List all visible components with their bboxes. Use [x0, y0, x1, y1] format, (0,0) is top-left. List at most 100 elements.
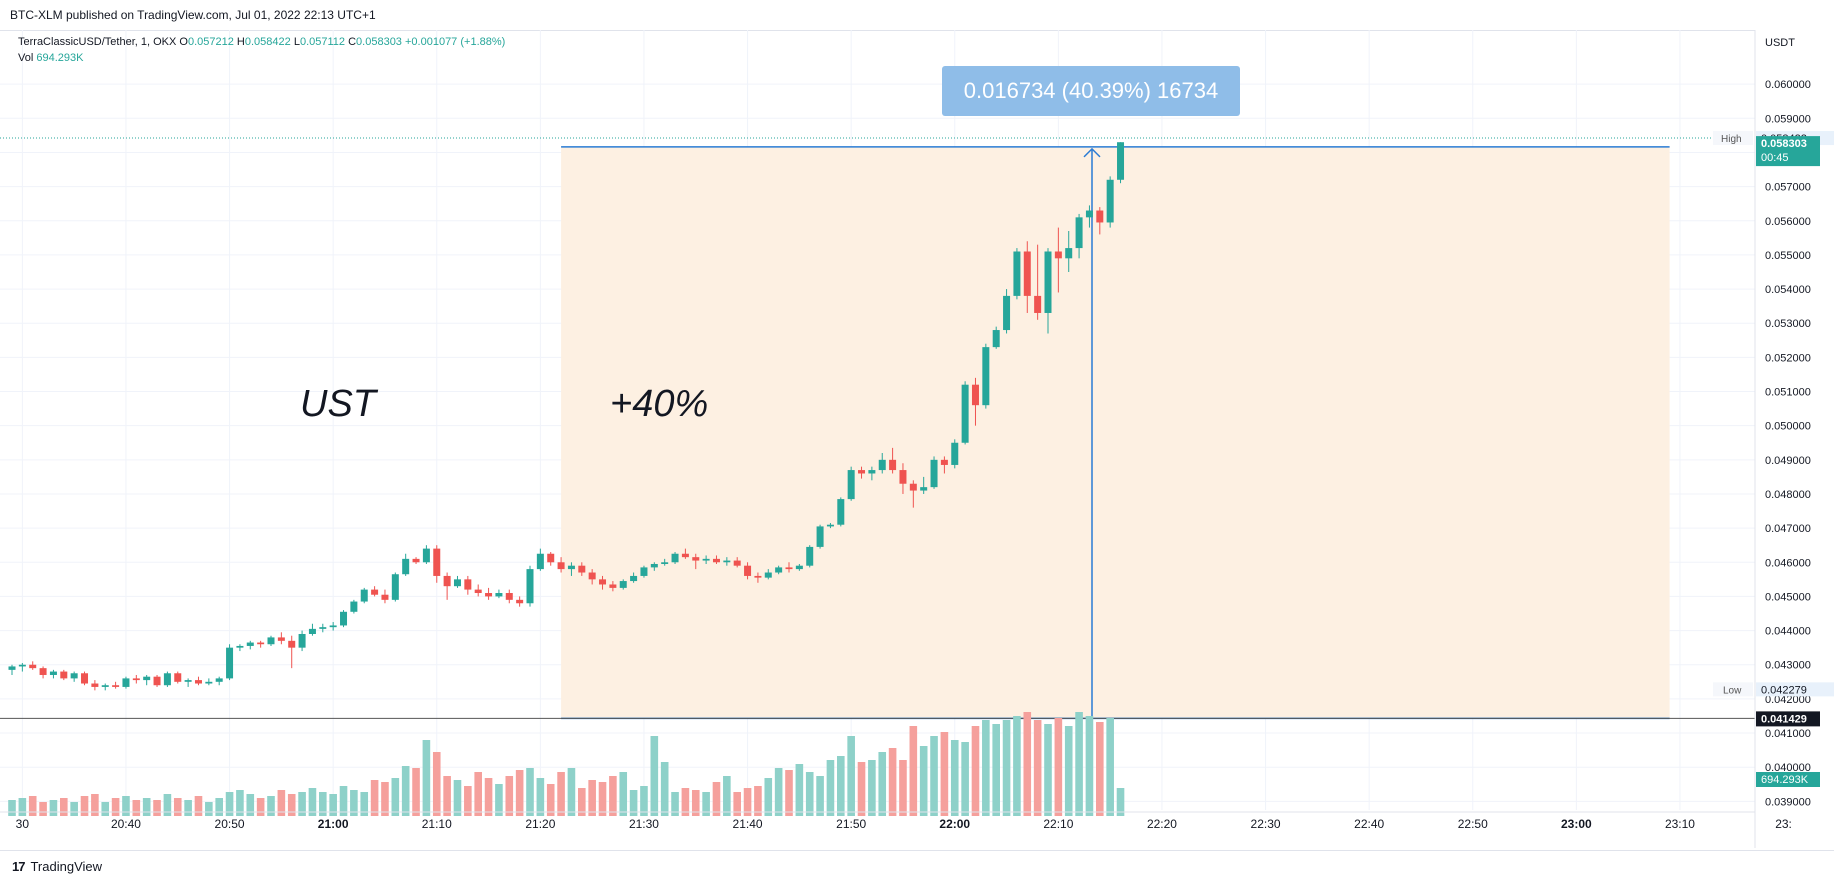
candle-body: [226, 647, 234, 679]
candle-body: [1075, 217, 1083, 249]
time-tick-label: 21:10: [422, 817, 452, 831]
volume-bar: [671, 792, 679, 816]
volume-bar: [267, 796, 275, 816]
close-value: 0.058303: [356, 36, 402, 48]
volume-bar: [495, 784, 503, 816]
candle-body: [930, 459, 938, 488]
candle-body: [526, 569, 534, 604]
volume-bar: [1023, 712, 1032, 816]
volume-bar: [681, 788, 690, 816]
close-label: C: [348, 36, 357, 48]
volume-bar: [650, 736, 659, 816]
candle-body: [764, 572, 772, 578]
price-tick-label: 0.046000: [1765, 557, 1811, 569]
volume-bar: [588, 780, 596, 816]
open-label: O: [179, 36, 188, 48]
candle-body: [599, 579, 607, 585]
candle-body: [619, 581, 627, 588]
symbol-label[interactable]: TerraClassicUSD/Tether, 1, OKX: [18, 36, 177, 48]
candle-body: [443, 575, 451, 587]
price-tick-label: 0.054000: [1765, 284, 1811, 296]
volume-bar: [464, 786, 472, 816]
candle-body: [29, 664, 37, 669]
volume-bar: [256, 798, 265, 816]
volume-bar: [505, 776, 514, 816]
price-chart-svg[interactable]: UST +40% 0.016734 (40.39%) 16734 USDT 0.0390…: [0, 30, 1834, 848]
candle-body: [826, 524, 834, 527]
price-tick-label: 0.039000: [1765, 796, 1811, 808]
price-tick-label: 0.047000: [1765, 523, 1811, 535]
candle-body: [288, 640, 296, 648]
candle-body: [868, 470, 876, 474]
price-tick-label: 0.049000: [1765, 455, 1811, 467]
range-measure-area[interactable]: [561, 146, 1670, 719]
candle-body: [795, 565, 803, 570]
candle-body: [847, 470, 855, 500]
volume-bar: [619, 772, 628, 816]
candle-body: [744, 565, 752, 576]
candle-body: [702, 558, 710, 561]
candle-body: [132, 678, 140, 681]
high-tag-label: High: [1721, 134, 1742, 145]
low-label: L: [293, 36, 300, 48]
low-badge-bg: [1756, 682, 1834, 697]
price-tick-label: 0.043000: [1765, 660, 1811, 672]
volume-bar: [422, 740, 431, 816]
volume-bar: [132, 800, 141, 816]
candle-body: [1023, 251, 1031, 296]
price-tick-label: 0.042000: [1765, 694, 1811, 706]
volume-badge-bg: [1756, 772, 1820, 787]
price-tick-label: 0.059000: [1765, 113, 1811, 125]
volume-bar: [712, 782, 721, 816]
candle-body: [495, 593, 503, 597]
price-tick-label: 0.041000: [1765, 728, 1811, 740]
time-tick-label: 22:20: [1147, 817, 1177, 831]
candle-body: [319, 627, 327, 629]
candle-body: [733, 560, 741, 566]
annotation-percent: +40%: [610, 383, 708, 425]
volume-bar: [691, 790, 700, 816]
candle-body: [630, 575, 638, 582]
volume-bar: [857, 762, 866, 816]
currency-label: USDT: [1765, 37, 1795, 49]
annotation-ust: UST: [300, 383, 379, 425]
candle-body: [277, 637, 285, 641]
volume-bar: [1096, 722, 1104, 816]
volume-bar: [308, 788, 317, 816]
volume-bar: [122, 796, 130, 816]
volume-bar: [909, 726, 918, 816]
candle-body: [39, 668, 47, 675]
volume-bar: [847, 736, 855, 816]
low-tag-bg: [1713, 682, 1753, 697]
price-tick-label: 0.056000: [1765, 216, 1811, 228]
volume-bar: [142, 798, 151, 816]
time-tick-label: 30: [16, 817, 30, 831]
candle-body: [754, 575, 762, 578]
volume-bar: [111, 798, 120, 816]
chart-area[interactable]: UST +40% 0.016734 (40.39%) 16734 USDT 0.0390…: [0, 30, 1834, 848]
candle-body: [889, 459, 897, 471]
volume-bar: [878, 752, 887, 816]
candle-body: [329, 625, 337, 628]
volume-bar: [557, 772, 565, 816]
volume-bar: [173, 798, 182, 816]
candle-body: [557, 562, 565, 570]
price-tick-label: 0.053000: [1765, 318, 1811, 330]
volume-bar: [1106, 718, 1114, 816]
volume-bar: [598, 782, 607, 816]
volume-bar: [80, 796, 89, 816]
time-tick-label: 23:: [1775, 817, 1792, 831]
level-badge-bg: [1756, 711, 1820, 727]
volume-bar: [702, 792, 710, 816]
bottom-bar: 17 TradingView: [0, 850, 1834, 883]
candle-body: [298, 633, 306, 648]
vol-label[interactable]: Vol: [18, 52, 34, 64]
volume-bar: [961, 742, 969, 816]
tradingview-brand[interactable]: 17 TradingView: [12, 859, 102, 874]
range-label-box[interactable]: [942, 66, 1240, 116]
candle-body: [671, 553, 679, 563]
volume-bar: [1002, 720, 1011, 816]
volume-bar: [329, 794, 337, 816]
price-tick-label: 0.045000: [1765, 591, 1811, 603]
legend-row-volume: Vol 694.293K: [18, 50, 505, 66]
